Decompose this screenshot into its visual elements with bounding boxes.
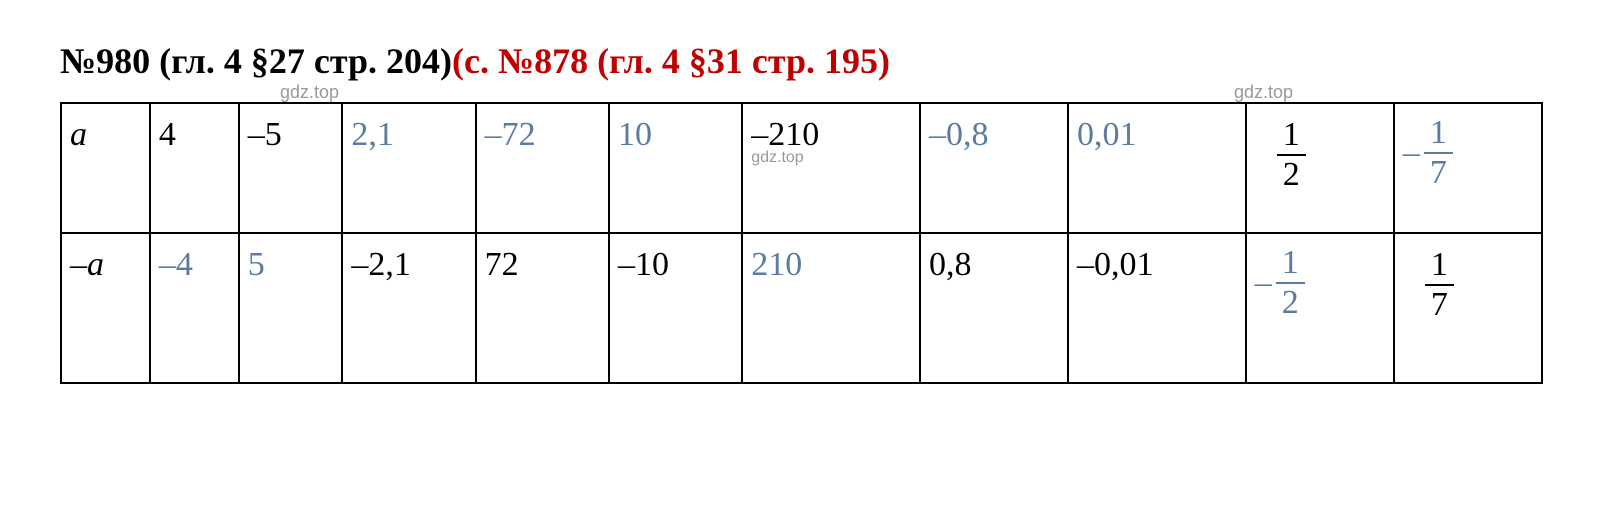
table-cell: 2,1 <box>342 103 475 233</box>
fraction-value: 1 2 <box>1277 118 1306 192</box>
row-header-neg-a: –a <box>61 233 150 383</box>
table-cell: 72 <box>476 233 609 383</box>
table-cell: 1 7 <box>1394 233 1542 383</box>
watermark-top-left: gdz.top <box>280 82 339 103</box>
fraction-denominator: 7 <box>1425 284 1454 322</box>
cell-value: –210 <box>751 116 819 153</box>
page-container: №980 (гл. 4 §27 стр. 204) (с. №878 (гл. … <box>60 40 1543 384</box>
table-cell: 210 <box>742 233 920 383</box>
table-cell: –5 <box>239 103 343 233</box>
fraction-value: – 1 2 <box>1255 246 1305 320</box>
table-cell: 1 2 <box>1246 103 1394 233</box>
fraction-numerator: 1 <box>1424 116 1453 152</box>
fraction-numerator: 1 <box>1425 248 1454 284</box>
minus-sign: – <box>1255 264 1272 302</box>
table-cell: – 1 2 <box>1246 233 1394 383</box>
fraction-value: 1 7 <box>1425 248 1454 322</box>
fraction-denominator: 2 <box>1277 154 1306 192</box>
table-cell: 5 <box>239 233 343 383</box>
page-heading: №980 (гл. 4 §27 стр. 204) (с. №878 (гл. … <box>60 40 1543 82</box>
table-cell: –4 <box>150 233 239 383</box>
table-cell: –0,8 <box>920 103 1068 233</box>
table-cell: –210 gdz.top <box>742 103 920 233</box>
table-cell: 10 <box>609 103 742 233</box>
data-table: a 4 –5 2,1 –72 10 –210 gdz.top –0,8 0,01… <box>60 102 1543 384</box>
table-cell: 4 <box>150 103 239 233</box>
fraction-denominator: 2 <box>1276 282 1305 320</box>
heading-part-red: (с. №878 (гл. 4 §31 стр. 195) <box>452 40 890 82</box>
table-cell: –2,1 <box>342 233 475 383</box>
fraction-denominator: 7 <box>1424 152 1453 190</box>
heading-part-black: №980 (гл. 4 §27 стр. 204) <box>60 40 452 82</box>
table-cell: –0,01 <box>1068 233 1246 383</box>
table-row: –a –4 5 –2,1 72 –10 210 0,8 –0,01 – 1 2 <box>61 233 1542 383</box>
table-cell: –10 <box>609 233 742 383</box>
fraction-numerator: 1 <box>1276 246 1305 282</box>
table-cell: 0,01 <box>1068 103 1246 233</box>
watermark-top-right: gdz.top <box>1234 82 1293 103</box>
row-header-a: a <box>61 103 150 233</box>
table-row: a 4 –5 2,1 –72 10 –210 gdz.top –0,8 0,01… <box>61 103 1542 233</box>
minus-sign: – <box>1403 134 1420 172</box>
table-cell: 0,8 <box>920 233 1068 383</box>
table-cell: – 1 7 <box>1394 103 1542 233</box>
table-cell: –72 <box>476 103 609 233</box>
fraction-numerator: 1 <box>1277 118 1306 154</box>
fraction-value: – 1 7 <box>1403 116 1453 190</box>
